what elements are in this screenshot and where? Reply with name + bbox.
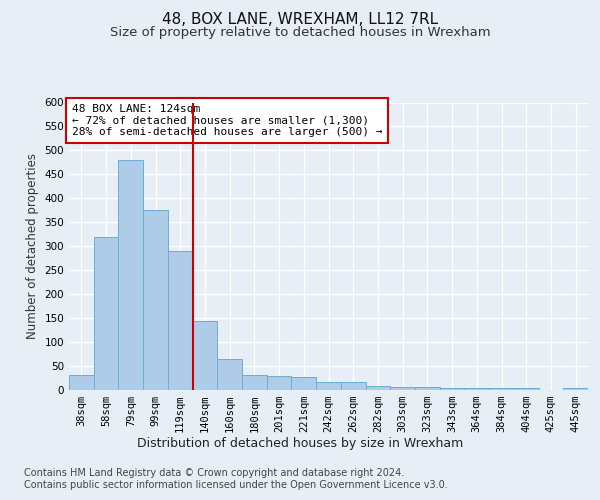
Bar <box>415 387 440 390</box>
Bar <box>464 388 489 390</box>
Bar <box>118 160 143 390</box>
Bar <box>440 388 464 390</box>
Bar <box>563 388 588 390</box>
Bar <box>267 376 292 390</box>
Bar <box>365 386 390 390</box>
Bar <box>292 376 316 390</box>
Text: Contains HM Land Registry data © Crown copyright and database right 2024.: Contains HM Land Registry data © Crown c… <box>24 468 404 477</box>
Bar <box>143 210 168 390</box>
Text: 48 BOX LANE: 124sqm
← 72% of detached houses are smaller (1,300)
28% of semi-det: 48 BOX LANE: 124sqm ← 72% of detached ho… <box>71 104 382 137</box>
Text: Size of property relative to detached houses in Wrexham: Size of property relative to detached ho… <box>110 26 490 39</box>
Bar <box>489 388 514 390</box>
Y-axis label: Number of detached properties: Number of detached properties <box>26 153 39 340</box>
Bar <box>217 359 242 390</box>
Bar <box>341 382 365 390</box>
Bar <box>94 236 118 390</box>
Bar <box>69 374 94 390</box>
Text: Distribution of detached houses by size in Wrexham: Distribution of detached houses by size … <box>137 438 463 450</box>
Bar <box>514 388 539 390</box>
Bar <box>316 382 341 390</box>
Bar <box>390 387 415 390</box>
Bar <box>168 251 193 390</box>
Bar <box>242 374 267 390</box>
Text: 48, BOX LANE, WREXHAM, LL12 7RL: 48, BOX LANE, WREXHAM, LL12 7RL <box>162 12 438 28</box>
Bar <box>193 320 217 390</box>
Text: Contains public sector information licensed under the Open Government Licence v3: Contains public sector information licen… <box>24 480 448 490</box>
